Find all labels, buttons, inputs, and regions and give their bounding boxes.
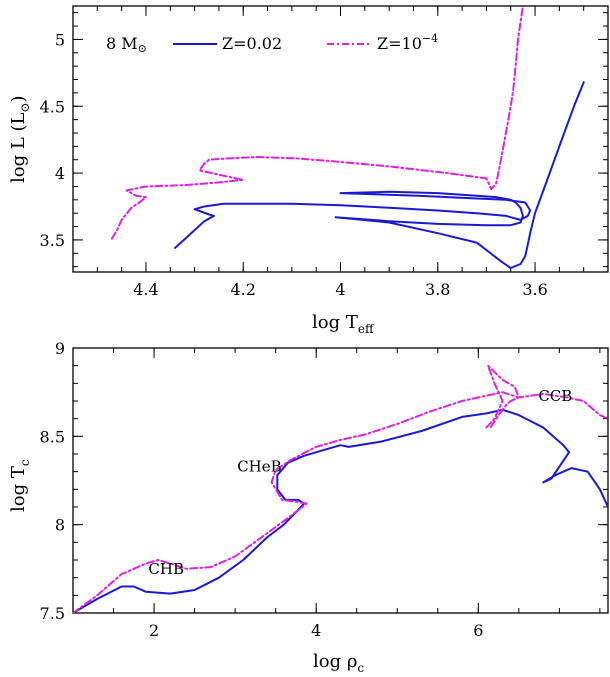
hr-y-tick-label: 4 — [55, 164, 65, 183]
hr-series-group — [110, 6, 585, 269]
core-annotations: CHB CHeB CCB — [148, 387, 572, 578]
core-y-tick-label: 9 — [55, 339, 65, 358]
legend-series-2-label: Z=10−4 — [377, 32, 438, 53]
core-x-tick-label: 2 — [149, 621, 159, 640]
hr-series-solid-line — [174, 81, 585, 269]
hr-series-dashdot-line — [110, 6, 524, 240]
hr-x-axis-label: log Teff — [312, 312, 375, 336]
core-series-solid-line — [73, 408, 608, 613]
core-y-tick-label: 8 — [55, 516, 65, 535]
hr-x-tick-label: 3.6 — [522, 280, 547, 299]
core-x-axis-label: log ρc — [313, 651, 364, 675]
core-ticks: 2 4 6 7.5 8 8.5 9 — [40, 339, 608, 640]
hr-y-axis-label: log L (L⊙) — [8, 95, 32, 183]
hr-y-tick-label: 5 — [55, 30, 65, 49]
core-y-axis-label: log Tc — [8, 459, 32, 512]
core-x-tick-label: 4 — [311, 621, 321, 640]
hr-y-tick-label: 3.5 — [40, 231, 65, 250]
annotation-cheb: CHeB — [237, 458, 281, 476]
hr-x-tick-label: 3.8 — [425, 280, 450, 299]
hr-y-tick-label: 4.5 — [40, 97, 65, 116]
core-evolution-panel: 2 4 6 7.5 8 8.5 9 CHB CHeB CCB log ρc log Tc — [8, 339, 609, 675]
hr-diagram-panel: 4.4 4.2 4 3.8 3.6 3.5 4 4.5 5 8 M⊙ Z=0.02 Z=10−4… — [8, 5, 609, 336]
core-x-tick-label: 6 — [473, 621, 483, 640]
hr-plot-frame — [72, 5, 609, 273]
core-series-dashdot-line — [73, 391, 608, 613]
hr-x-tick-label: 4.4 — [133, 280, 158, 299]
hr-legend: 8 M⊙ Z=0.02 Z=10−4 — [106, 32, 438, 55]
core-y-tick-label: 7.5 — [40, 604, 65, 623]
core-series-dashdot-line — [485, 364, 520, 429]
hr-ticks: 4.4 4.2 4 3.8 3.6 3.5 4 4.5 5 — [40, 6, 609, 299]
hr-x-tick-label: 4.2 — [231, 280, 256, 299]
legend-mass-label: 8 M⊙ — [106, 34, 147, 55]
annotation-chb: CHB — [148, 560, 184, 578]
core-y-tick-label: 8.5 — [40, 427, 65, 446]
core-series-group — [73, 364, 608, 613]
annotation-ccb: CCB — [538, 387, 572, 405]
hr-x-tick-label: 4 — [335, 280, 345, 299]
core-plot-frame — [72, 347, 609, 614]
legend-series-1-label: Z=0.02 — [222, 34, 282, 53]
